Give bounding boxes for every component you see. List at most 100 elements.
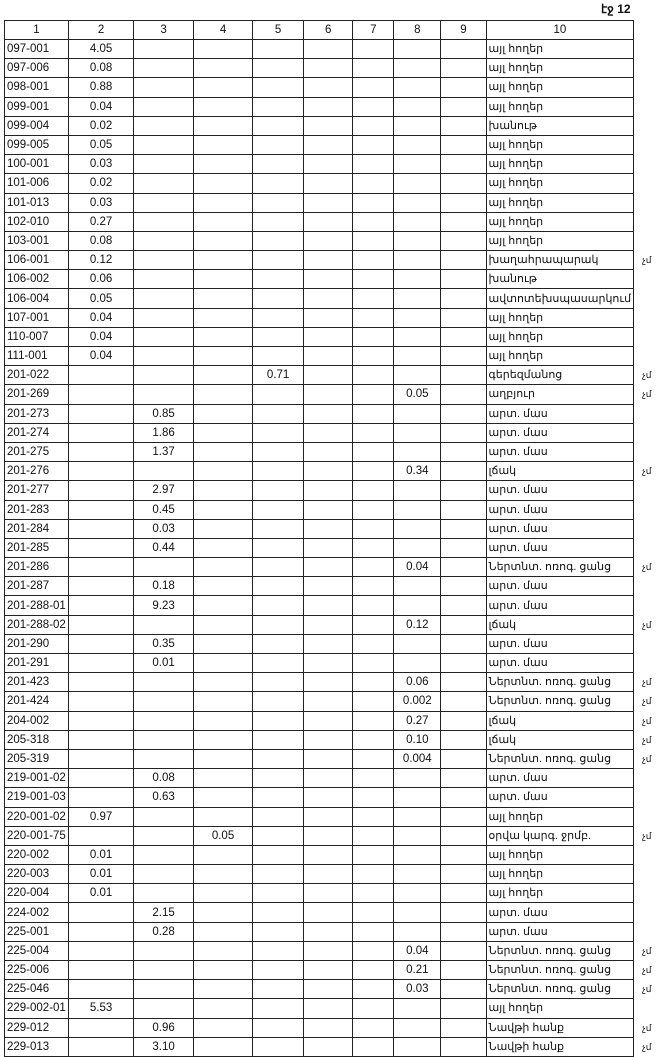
margin-note: [634, 481, 663, 500]
area-cell-col7: [352, 134, 395, 156]
area-cell-col9: [440, 403, 487, 424]
area-cell-col3: [133, 58, 194, 79]
table-row: 097-001 4.05 այլ հողեր: [4, 38, 663, 60]
column-header: 2: [67, 20, 135, 40]
area-cell-col7: [352, 748, 395, 770]
area-cell-col6: [302, 384, 354, 405]
area-cell-col5: [252, 326, 304, 348]
area-cell-col2: [67, 652, 135, 674]
margin-note: [634, 807, 663, 826]
parcel-id-cell: 098-001: [4, 77, 69, 98]
area-cell-col7: [352, 902, 395, 923]
table-row: 098-001 0.88 այլ հողեր: [4, 77, 663, 98]
area-cell-col7: [352, 77, 395, 98]
area-cell-col8: [393, 844, 442, 866]
area-cell-col9: [440, 844, 487, 866]
area-cell-col5: [252, 748, 304, 770]
margin-note: [634, 519, 663, 538]
table-row: 097-006 0.08 այլ հողեր: [4, 58, 663, 79]
area-cell-col5: [252, 345, 304, 367]
area-cell-col5: [252, 192, 304, 213]
area-cell-col6: [302, 58, 354, 79]
area-cell-col5: [252, 499, 304, 520]
area-cell-col4: [192, 537, 254, 559]
area-cell-col9: [440, 729, 487, 750]
table-row: 220-003 0.01 այլ հողեր: [4, 864, 663, 885]
area-cell-col8: 0.12: [393, 614, 442, 635]
margin-note: [634, 769, 663, 788]
margin-note: չմ: [642, 677, 652, 688]
area-cell-col3: [133, 77, 194, 98]
parcel-id-cell: 099-005: [4, 134, 69, 156]
area-cell-col5: [252, 979, 304, 1000]
area-cell-col5: [252, 864, 304, 885]
area-cell-col6: [302, 307, 354, 328]
area-cell-col8: [393, 77, 442, 98]
area-cell-col7: [352, 192, 395, 213]
area-cell-col2: [67, 940, 135, 962]
parcel-id-cell: 204-002: [4, 710, 69, 731]
area-cell-col2: 0.97: [67, 806, 135, 827]
area-cell-col8: [393, 806, 442, 827]
parcel-id-cell: 201-269: [4, 384, 69, 405]
area-cell-col2: [67, 537, 135, 559]
area-cell-col8: [393, 422, 442, 443]
land-use-cell: արտ. մաս: [485, 518, 635, 539]
area-cell-col5: [252, 825, 304, 846]
area-cell-col4: [192, 58, 254, 79]
margin-note: չմ: [642, 734, 652, 745]
land-use-cell: լճակ: [485, 461, 635, 482]
area-cell-col8: [393, 115, 442, 136]
margin-note: չմ: [642, 619, 652, 630]
area-cell-col2: [67, 979, 135, 1000]
area-cell-col2: [67, 480, 135, 501]
parcel-id-cell: 100-001: [4, 154, 69, 175]
area-cell-col5: [252, 921, 304, 942]
area-cell-col8: [393, 883, 442, 904]
area-cell-col3: [133, 96, 194, 117]
area-cell-col5: [252, 38, 304, 60]
area-cell-col4: [192, 595, 254, 616]
table-row: 229-013 3.10 Նավթի հանք չմ: [4, 1036, 663, 1057]
table-row: 111-001 0.04 այլ հողեր: [4, 345, 663, 367]
area-cell-col4: [192, 422, 254, 443]
parcel-id-cell: 225-004: [4, 940, 69, 962]
land-use-cell: այլ հողեր: [485, 77, 635, 98]
area-cell-col6: [302, 154, 354, 175]
land-use-cell: արտ. մաս: [485, 422, 635, 443]
area-cell-col8: 0.27: [393, 710, 442, 731]
column-header: 8: [393, 20, 442, 40]
area-cell-col7: [352, 633, 395, 655]
margin-note: [634, 174, 663, 193]
margin-note: չմ: [642, 1022, 652, 1033]
area-cell-col6: [302, 345, 354, 367]
area-cell-col6: [302, 288, 354, 309]
area-cell-col5: [252, 58, 304, 79]
table-row: 220-001-02 0.97 այլ հողեր: [4, 806, 663, 827]
area-cell-col7: [352, 441, 395, 463]
land-use-cell: այլ հողեր: [485, 58, 635, 79]
table-row: 201-284 0.03 արտ. մաս: [4, 518, 663, 539]
land-use-cell: այլ հողեր: [485, 883, 635, 904]
area-cell-col6: [302, 365, 354, 386]
column-header: 9: [440, 20, 487, 40]
table-row: 201-291 0.01 արտ. մաս: [4, 652, 663, 674]
area-cell-col8: 0.21: [393, 959, 442, 981]
parcel-id-cell: 106-001: [4, 250, 69, 271]
area-cell-col5: [252, 211, 304, 232]
area-cell-col2: 0.01: [67, 864, 135, 885]
area-cell-col4: [192, 288, 254, 309]
area-cell-col3: 1.86: [133, 422, 194, 443]
parcel-id-cell: 220-002: [4, 844, 69, 866]
area-cell-col7: [352, 921, 395, 942]
area-cell-col2: [67, 461, 135, 482]
land-use-cell: այլ հողեր: [485, 192, 635, 213]
area-cell-col8: [393, 96, 442, 117]
area-cell-col5: [252, 844, 304, 866]
table-row: 201-277 2.97 արտ. մաս: [4, 480, 663, 501]
area-cell-col8: [393, 480, 442, 501]
margin-note: չմ: [642, 255, 652, 266]
area-cell-col7: [352, 58, 395, 79]
area-cell-col5: [252, 422, 304, 443]
area-cell-col8: [393, 787, 442, 808]
